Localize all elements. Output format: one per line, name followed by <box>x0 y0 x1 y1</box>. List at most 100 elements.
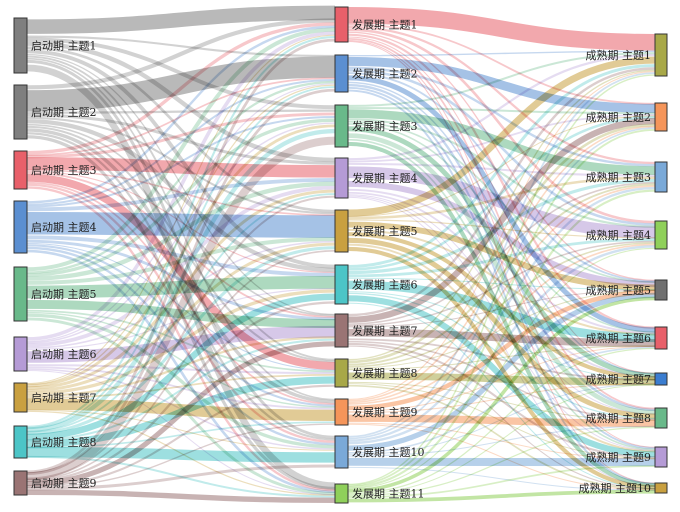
link-0-8-2 <box>26 136 336 481</box>
link-1-2-6 <box>347 126 656 378</box>
link-0-1-0 <box>26 18 336 90</box>
node-stage2-topic8[interactable]: 发展期 主题8 <box>334 358 418 388</box>
link-1-10-8 <box>347 465 656 499</box>
node-stage3-topic8[interactable]: 成熟期 主题8 <box>586 407 668 429</box>
node-bar[interactable] <box>334 358 349 388</box>
link-1-9-2 <box>347 186 656 442</box>
link-0-8-5 <box>26 301 336 482</box>
node-bar[interactable] <box>654 220 668 250</box>
node-bar[interactable] <box>334 209 349 253</box>
link-1-6-1 <box>347 117 656 323</box>
node-stage2-topic4[interactable]: 发展期 主题4 <box>334 157 418 199</box>
link-1-5-3 <box>347 238 656 278</box>
link-1-2-2 <box>347 109 656 175</box>
link-1-8-0 <box>347 71 656 401</box>
link-0-6-3 <box>26 189 336 390</box>
node-label: 启动期 主题6 <box>31 348 97 361</box>
node-bar[interactable] <box>334 54 349 93</box>
node-stage2-topic7[interactable]: 发展期 主题7 <box>334 313 418 348</box>
node-bar[interactable] <box>334 264 349 305</box>
node-bar[interactable] <box>334 313 349 348</box>
node-stage3-topic6[interactable]: 成熟期 主题6 <box>586 326 668 350</box>
node-stage2-topic10[interactable]: 发展期 主题10 <box>334 435 425 469</box>
node-bar[interactable] <box>334 435 349 469</box>
link-1-9-3 <box>347 245 656 445</box>
node-stage1-topic1[interactable]: 启动期 主题1 <box>13 17 97 74</box>
node-stage2-topic6[interactable]: 发展期 主题6 <box>334 264 418 305</box>
link-1-1-0 <box>347 50 656 57</box>
flow-links <box>26 5 656 503</box>
link-1-3-3 <box>347 166 656 239</box>
node-stage2-topic11[interactable]: 发展期 主题11 <box>334 483 425 504</box>
node-stage3-topic10[interactable]: 成熟期 主题10 <box>579 481 668 495</box>
node-stage3-topic4[interactable]: 成熟期 主题4 <box>586 220 668 250</box>
node-bar[interactable] <box>654 482 668 494</box>
node-bar[interactable] <box>654 372 668 386</box>
node-stage2-topic2[interactable]: 发展期 主题2 <box>334 54 418 93</box>
node-bar[interactable] <box>334 6 349 43</box>
link-1-10-6 <box>347 384 656 496</box>
node-bar[interactable] <box>654 279 668 301</box>
node-stage3-topic3[interactable]: 成熟期 主题3 <box>586 161 668 193</box>
link-1-0-1 <box>347 23 656 105</box>
node-stage3-topic1[interactable]: 成熟期 主题1 <box>586 33 668 77</box>
node-bar[interactable] <box>654 407 668 429</box>
link-1-5-0 <box>347 64 656 268</box>
node-label: 成熟期 主题5 <box>586 283 652 297</box>
node-bar[interactable] <box>13 200 28 254</box>
link-0-8-7 <box>26 384 336 488</box>
node-bar[interactable] <box>654 161 668 193</box>
node-bar[interactable] <box>13 425 28 459</box>
node-bar[interactable] <box>13 382 28 413</box>
node-label: 启动期 主题8 <box>31 436 97 449</box>
node-stage3-topic7[interactable]: 成熟期 主题7 <box>586 372 668 386</box>
link-0-5-3 <box>26 185 336 348</box>
node-stage1-topic4[interactable]: 启动期 主题4 <box>13 200 97 254</box>
link-1-7-2 <box>347 183 656 366</box>
node-stage1-topic6[interactable]: 启动期 主题6 <box>13 336 97 372</box>
node-bar[interactable] <box>13 84 28 140</box>
node-bar[interactable] <box>654 326 668 350</box>
node-stage3-topic9[interactable]: 成熟期 主题9 <box>586 446 668 468</box>
node-bar[interactable] <box>334 104 349 148</box>
link-1-7-5 <box>347 345 656 371</box>
node-stage2-topic9[interactable]: 发展期 主题9 <box>334 398 418 426</box>
node-bar[interactable] <box>654 33 668 77</box>
link-1-9-0 <box>347 72 656 438</box>
node-stage1-topic2[interactable]: 启动期 主题2 <box>13 84 97 140</box>
node-stage2-topic5[interactable]: 发展期 主题5 <box>334 209 418 253</box>
node-stage1-topic8[interactable]: 启动期 主题8 <box>13 425 97 459</box>
link-1-8-2 <box>347 185 656 404</box>
node-stage1-topic7[interactable]: 启动期 主题7 <box>13 382 97 413</box>
link-0-3-8 <box>26 244 336 407</box>
node-bar[interactable] <box>13 17 28 74</box>
node-label: 发展期 主题6 <box>352 278 418 292</box>
link-0-8-0 <box>26 38 336 474</box>
node-bar[interactable] <box>13 336 28 372</box>
node-bar[interactable] <box>654 102 668 132</box>
node-stage1-topic9[interactable]: 启动期 主题9 <box>13 470 97 496</box>
node-bar[interactable] <box>334 483 349 504</box>
node-stage3-topic2[interactable]: 成熟期 主题2 <box>586 102 668 132</box>
link-0-8-1 <box>26 88 336 476</box>
node-stage1-topic5[interactable]: 启动期 主题5 <box>13 266 97 322</box>
node-stage2-topic3[interactable]: 发展期 主题3 <box>334 104 418 148</box>
node-bar[interactable] <box>13 266 28 322</box>
node-stage1-topic3[interactable]: 启动期 主题3 <box>13 150 97 190</box>
node-bar[interactable] <box>334 398 349 426</box>
link-1-8-1 <box>347 125 656 402</box>
node-bar[interactable] <box>654 446 668 468</box>
node-stage3-topic5[interactable]: 成熟期 主题5 <box>586 279 668 301</box>
node-label: 成熟期 主题4 <box>586 228 652 242</box>
link-0-1-2 <box>26 109 336 114</box>
link-1-6-0 <box>347 67 656 317</box>
node-bar[interactable] <box>334 157 349 199</box>
node-stage2-topic1[interactable]: 发展期 主题1 <box>334 6 418 43</box>
node-label: 发展期 主题11 <box>352 487 425 501</box>
node-label: 成熟期 主题8 <box>586 411 652 425</box>
link-0-4-1 <box>26 80 336 274</box>
node-label: 发展期 主题8 <box>352 366 418 380</box>
link-1-9-6 <box>347 383 656 456</box>
node-bar[interactable] <box>13 470 28 496</box>
node-bar[interactable] <box>13 150 28 190</box>
